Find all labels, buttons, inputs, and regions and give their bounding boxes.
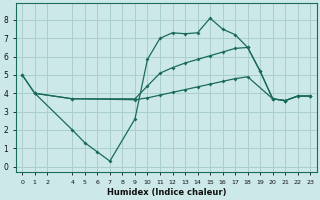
X-axis label: Humidex (Indice chaleur): Humidex (Indice chaleur) (107, 188, 226, 197)
